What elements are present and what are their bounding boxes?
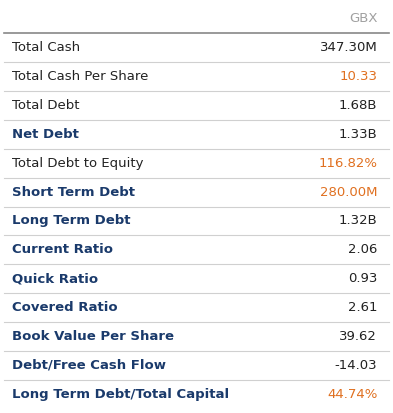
Text: 2.61: 2.61 — [348, 301, 377, 314]
Text: 39.62: 39.62 — [340, 330, 377, 343]
Text: Long Term Debt: Long Term Debt — [12, 214, 130, 228]
Text: 1.32B: 1.32B — [338, 214, 377, 228]
Text: 1.68B: 1.68B — [339, 99, 377, 112]
Text: Debt/Free Cash Flow: Debt/Free Cash Flow — [12, 359, 166, 372]
Text: 2.06: 2.06 — [348, 243, 377, 256]
Text: Covered Ratio: Covered Ratio — [12, 301, 118, 314]
Text: Short Term Debt: Short Term Debt — [12, 185, 135, 199]
Text: 347.30M: 347.30M — [320, 41, 377, 54]
Text: Total Debt: Total Debt — [12, 99, 79, 112]
Text: 0.93: 0.93 — [348, 272, 377, 285]
Text: -14.03: -14.03 — [335, 359, 377, 372]
Text: 280.00M: 280.00M — [320, 185, 377, 199]
Text: 116.82%: 116.82% — [318, 157, 377, 170]
Text: Total Cash Per Share: Total Cash Per Share — [12, 70, 148, 83]
Text: Total Debt to Equity: Total Debt to Equity — [12, 157, 143, 170]
Text: Book Value Per Share: Book Value Per Share — [12, 330, 174, 343]
Text: Current Ratio: Current Ratio — [12, 243, 113, 256]
Text: Long Term Debt/Total Capital: Long Term Debt/Total Capital — [12, 388, 229, 401]
Text: GBX: GBX — [349, 12, 377, 25]
Text: Total Cash: Total Cash — [12, 41, 80, 54]
Text: Net Debt: Net Debt — [12, 128, 79, 141]
Text: 10.33: 10.33 — [339, 70, 377, 83]
Text: 44.74%: 44.74% — [327, 388, 377, 401]
Text: Quick Ratio: Quick Ratio — [12, 272, 98, 285]
Text: 1.33B: 1.33B — [338, 128, 377, 141]
